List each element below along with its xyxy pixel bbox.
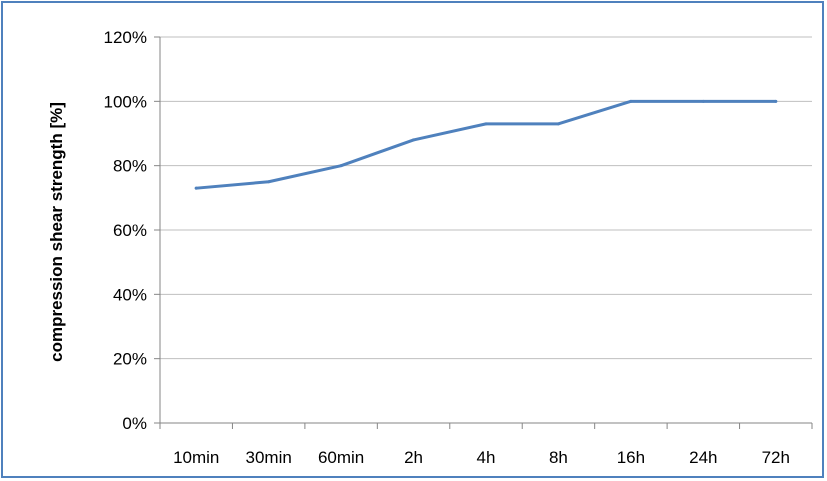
x-tick-label: 72h [762,448,790,467]
axes [154,36,813,429]
gridlines [160,36,812,360]
x-tick-label: 24h [689,448,717,467]
series-line [194,99,778,190]
data-point [629,99,633,103]
x-tick-label: 4h [477,448,496,467]
y-tick-label: 20% [113,350,147,369]
data-point [412,138,416,142]
data-point [774,99,778,103]
series [194,99,778,190]
y-tick-label: 60% [113,221,147,240]
x-tick-label: 60min [318,448,364,467]
x-tick-label: 8h [549,448,568,467]
x-tick-label: 16h [617,448,645,467]
data-point [339,164,343,168]
y-tick-label: 100% [104,92,147,111]
x-tick-label: 30min [246,448,292,467]
y-tick-label: 120% [104,28,147,47]
y-tick-label: 0% [122,414,147,433]
data-point [484,122,488,126]
data-point [267,180,271,184]
y-tick-label: 40% [113,285,147,304]
data-point [194,186,198,190]
data-point [701,99,705,103]
data-point [556,122,560,126]
y-axis-label: compression shear strength [%] [47,102,66,362]
x-tick-label: 10min [173,448,219,467]
y-tick-labels: 0% 20% 40% 60% 80% 100% 120% [104,28,147,433]
x-tick-labels: 10min 30min 60min 2h 4h 8h 16h 24h 72h [173,448,790,467]
x-tick-label: 2h [404,448,423,467]
y-tick-label: 80% [113,157,147,176]
